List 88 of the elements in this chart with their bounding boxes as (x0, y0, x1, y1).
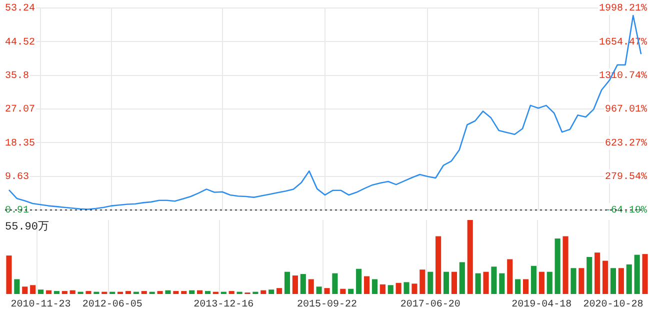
bar (165, 290, 171, 294)
bar (197, 290, 203, 294)
y-tick-label: 18.35 (5, 138, 36, 150)
y2-tick-label: 1998.21% (598, 4, 647, 15)
bar (125, 291, 132, 294)
y-tick-label: 53.24 (5, 4, 36, 15)
bar (562, 236, 568, 294)
bar (412, 284, 418, 294)
bar (173, 291, 179, 294)
bar (436, 236, 442, 294)
bar (284, 272, 290, 294)
bar (388, 285, 394, 294)
bar (546, 272, 552, 294)
bar (30, 285, 36, 294)
bar (420, 270, 426, 294)
x-tick-label: 2017-06-20 (400, 300, 460, 311)
x-tick-label: 2013-12-16 (194, 300, 254, 311)
bar (594, 252, 600, 294)
bar (586, 257, 592, 294)
bar (578, 268, 584, 294)
bar (602, 260, 608, 294)
bar (491, 266, 497, 294)
bar (292, 276, 298, 294)
annotation: 55.90万 (5, 220, 50, 234)
bar (404, 282, 410, 294)
bar (538, 272, 544, 294)
bar (515, 279, 521, 294)
y2-tick-label: 623.27% (604, 138, 647, 150)
bar (300, 274, 306, 294)
bar (70, 290, 76, 294)
y-tick-label: 44.52 (5, 37, 36, 48)
x-tick-label: 2010-11-23 (10, 300, 71, 311)
x-tick-label: 2019-04-18 (512, 300, 572, 311)
bar (467, 220, 473, 294)
y2-tick-label: -64.19% (604, 206, 647, 217)
bar (610, 268, 616, 294)
bar (276, 288, 282, 294)
bar (642, 254, 648, 294)
y-tick-label: 27.07 (5, 104, 36, 116)
bar (372, 279, 378, 294)
bar (451, 272, 457, 294)
bar (14, 279, 20, 294)
bar (483, 272, 489, 294)
bar (626, 264, 632, 294)
bar (634, 254, 640, 294)
bar (356, 268, 362, 294)
bar (522, 279, 529, 294)
bar (332, 273, 338, 294)
bar (181, 291, 187, 294)
y-tick-label: 9.63 (5, 172, 30, 183)
bar (46, 290, 52, 294)
bar (530, 266, 536, 294)
bar (141, 291, 147, 294)
bar (22, 286, 28, 294)
bar (443, 272, 450, 294)
y-tick-label: 35.8 (5, 70, 30, 82)
bar (62, 291, 68, 294)
bar (308, 279, 314, 294)
bar (324, 288, 330, 294)
bar (86, 291, 92, 294)
bar (268, 290, 274, 294)
bar (364, 276, 370, 294)
bar (189, 290, 195, 294)
bar (340, 288, 346, 294)
bar (554, 238, 560, 294)
y2-tick-label: 967.01% (604, 104, 647, 116)
bar (6, 256, 12, 294)
bar (570, 268, 576, 294)
bar (396, 282, 402, 294)
bar (157, 291, 163, 294)
x-tick-label: 2015-09-22 (296, 300, 358, 311)
bar (428, 272, 434, 294)
bar (348, 288, 354, 294)
bar (507, 259, 513, 294)
x-tick-label: 2020-10-28 (583, 300, 644, 311)
bar (228, 291, 234, 294)
bar (499, 273, 505, 294)
bar (459, 262, 465, 294)
bar (38, 290, 44, 294)
bar (380, 284, 386, 294)
bar (316, 286, 322, 294)
bar (54, 291, 60, 294)
bar (204, 291, 211, 294)
bar (618, 268, 624, 294)
x-tick-label: 2012-06-05 (82, 300, 142, 311)
bar (475, 273, 481, 294)
bar (260, 290, 266, 294)
y2-tick-label: 279.54% (604, 172, 647, 183)
